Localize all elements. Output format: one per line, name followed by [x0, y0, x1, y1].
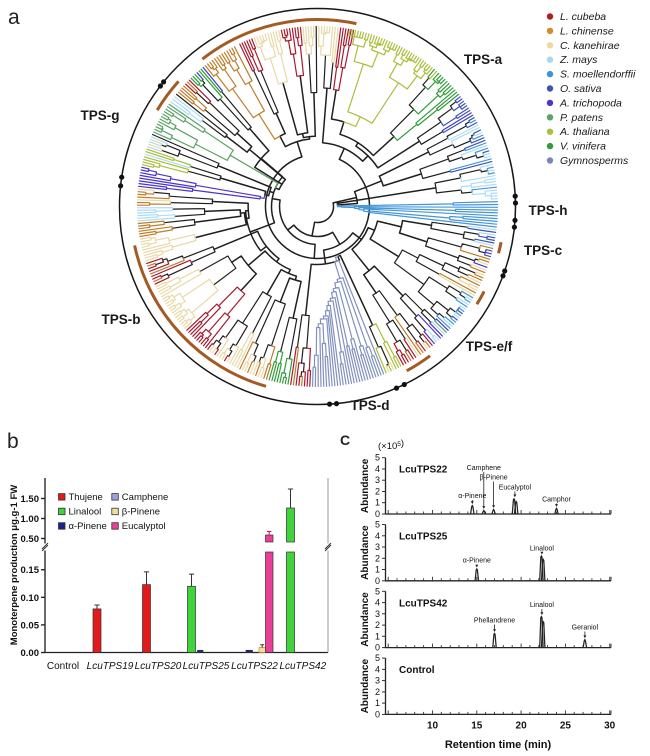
- svg-text:5: 5: [375, 586, 380, 596]
- svg-text:LcuTPS19: LcuTPS19: [87, 661, 134, 672]
- svg-text:2: 2: [375, 553, 380, 563]
- svg-text:4: 4: [375, 464, 380, 474]
- svg-text:α-Pinene: α-Pinene: [463, 558, 491, 565]
- svg-text:O. sativa: O. sativa: [560, 83, 602, 95]
- svg-text:β-Pinene: β-Pinene: [122, 506, 160, 517]
- svg-text:3: 3: [375, 542, 380, 552]
- svg-text:3: 3: [375, 475, 380, 485]
- svg-text:(×105): (×105): [378, 438, 404, 452]
- svg-text:Camphene: Camphene: [467, 465, 501, 472]
- svg-text:C: C: [340, 432, 350, 448]
- svg-text:β-Pinene: β-Pinene: [480, 475, 508, 482]
- svg-text:TPS-c: TPS-c: [524, 243, 563, 258]
- svg-text:1.50: 1.50: [21, 494, 40, 505]
- svg-text:0.50: 0.50: [21, 534, 40, 545]
- svg-text:1: 1: [375, 565, 380, 575]
- svg-text:20: 20: [516, 721, 528, 732]
- svg-text:L. chinense: L. chinense: [560, 25, 614, 37]
- svg-text:Camphene: Camphene: [122, 492, 168, 503]
- svg-text:Abundance: Abundance: [360, 525, 371, 580]
- svg-text:Phellandrene: Phellandrene: [474, 618, 515, 625]
- svg-text:Abundance: Abundance: [360, 592, 371, 647]
- svg-text:Thujene: Thujene: [69, 492, 103, 503]
- svg-text:Linalool: Linalool: [530, 602, 555, 609]
- svg-text:0: 0: [375, 576, 380, 586]
- svg-text:3: 3: [375, 676, 380, 686]
- svg-text:4: 4: [375, 531, 380, 541]
- svg-text:Control: Control: [399, 665, 435, 676]
- svg-text:2: 2: [375, 487, 380, 497]
- svg-text:0: 0: [375, 643, 380, 653]
- svg-text:2: 2: [375, 687, 380, 697]
- svg-text:LcuTPS20: LcuTPS20: [135, 661, 182, 672]
- svg-text:TPS-a: TPS-a: [464, 52, 503, 67]
- svg-text:V. vinifera: V. vinifera: [560, 141, 606, 153]
- svg-text:L. cubeba: L. cubeba: [560, 11, 606, 23]
- svg-text:b: b: [7, 430, 19, 453]
- svg-text:Eucalyptol: Eucalyptol: [122, 521, 166, 532]
- svg-text:15: 15: [471, 721, 483, 732]
- svg-text:S. moellendorffii: S. moellendorffii: [560, 69, 636, 81]
- svg-text:C. kanehirae: C. kanehirae: [560, 40, 620, 52]
- svg-text:Abundance: Abundance: [360, 458, 371, 513]
- svg-text:Z. mays: Z. mays: [559, 54, 598, 66]
- svg-text:1: 1: [375, 698, 380, 708]
- svg-text:TPS-g: TPS-g: [81, 108, 120, 123]
- svg-text:P. patens: P. patens: [560, 112, 604, 124]
- svg-text:0.00: 0.00: [21, 648, 40, 659]
- svg-text:α-Pinene: α-Pinene: [69, 521, 107, 532]
- svg-text:0.10: 0.10: [21, 593, 40, 604]
- svg-text:TPS-e/f: TPS-e/f: [466, 339, 513, 354]
- svg-text:LcuTPS25: LcuTPS25: [399, 532, 448, 543]
- svg-text:0: 0: [375, 509, 380, 519]
- svg-text:A. trichopoda: A. trichopoda: [559, 97, 622, 109]
- svg-text:α-Pinene: α-Pinene: [458, 493, 486, 500]
- svg-text:4: 4: [375, 598, 380, 608]
- svg-text:2: 2: [375, 620, 380, 630]
- svg-text:0.05: 0.05: [21, 620, 40, 631]
- svg-text:TPS-h: TPS-h: [529, 203, 568, 218]
- svg-text:1: 1: [375, 631, 380, 641]
- svg-text:5: 5: [375, 453, 380, 463]
- svg-text:Monoterpene production μg.g-1: Monoterpene production μg.g-1 FW: [9, 485, 20, 645]
- svg-text:3: 3: [375, 609, 380, 619]
- svg-text:TPS-d: TPS-d: [351, 398, 390, 413]
- svg-text:5: 5: [375, 653, 380, 663]
- svg-text:LcuTPS25: LcuTPS25: [183, 661, 230, 672]
- svg-text:30: 30: [604, 721, 616, 732]
- svg-text:1.00: 1.00: [21, 514, 40, 525]
- svg-text:LcuTPS22: LcuTPS22: [399, 465, 448, 476]
- svg-text:Gymnosperms: Gymnosperms: [560, 155, 629, 167]
- svg-text:1: 1: [375, 498, 380, 508]
- svg-text:Camphor: Camphor: [542, 497, 571, 504]
- svg-text:Linalool: Linalool: [530, 546, 555, 553]
- svg-text:0.15: 0.15: [21, 565, 40, 576]
- svg-text:A. thaliana: A. thaliana: [559, 126, 610, 138]
- svg-text:Retention time (min): Retention time (min): [445, 739, 552, 751]
- svg-text:Geraniol: Geraniol: [572, 625, 599, 632]
- svg-text:5: 5: [375, 520, 380, 530]
- svg-text:Control: Control: [47, 661, 79, 672]
- svg-text:10: 10: [427, 721, 439, 732]
- svg-text:LcuTPS22: LcuTPS22: [231, 661, 278, 672]
- svg-text:a: a: [8, 6, 20, 29]
- svg-text:Eucalyptol: Eucalyptol: [499, 485, 532, 492]
- svg-text:Abundance: Abundance: [360, 659, 371, 714]
- svg-text:TPS-b: TPS-b: [102, 312, 141, 327]
- svg-text:Linalool: Linalool: [69, 506, 102, 517]
- svg-text:4: 4: [375, 664, 380, 674]
- svg-text:LcuTPS42: LcuTPS42: [279, 661, 326, 672]
- svg-text:LcuTPS42: LcuTPS42: [399, 598, 448, 609]
- svg-text:0: 0: [375, 709, 380, 719]
- svg-text:25: 25: [560, 721, 572, 732]
